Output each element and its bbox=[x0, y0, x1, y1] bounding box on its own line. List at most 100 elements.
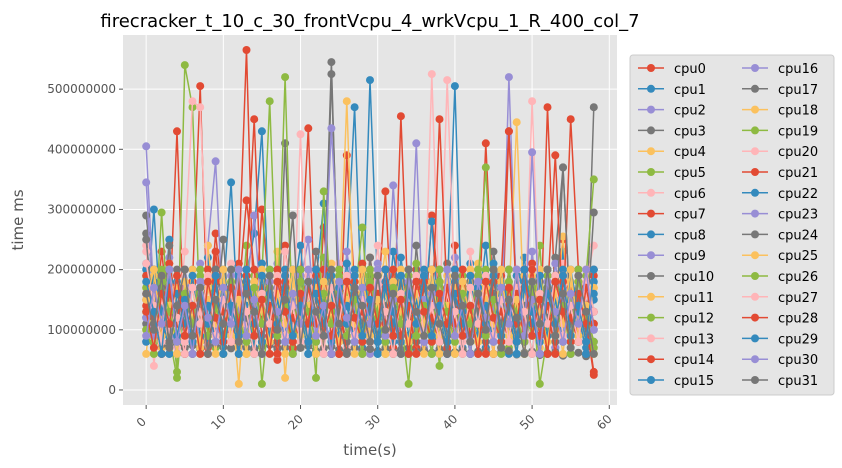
legend-entry-cpu10: cpu10 bbox=[638, 270, 714, 285]
legend-label: cpu17 bbox=[778, 83, 818, 98]
data-point bbox=[520, 265, 529, 274]
legend-entry-cpu8: cpu8 bbox=[638, 228, 706, 243]
data-point bbox=[203, 313, 212, 322]
legend-label: cpu23 bbox=[778, 208, 818, 223]
legend-entry-cpu15: cpu15 bbox=[638, 374, 714, 389]
data-point bbox=[373, 349, 382, 358]
data-point bbox=[427, 337, 436, 346]
legend-box bbox=[629, 54, 835, 396]
data-point bbox=[427, 217, 436, 226]
data-point bbox=[257, 349, 266, 358]
legend-marker bbox=[647, 334, 655, 343]
data-point bbox=[512, 265, 521, 274]
legend-label: cpu12 bbox=[674, 312, 714, 327]
data-point bbox=[381, 337, 390, 346]
data-point bbox=[443, 349, 452, 358]
data-point bbox=[319, 187, 328, 196]
data-point bbox=[551, 151, 560, 160]
data-point bbox=[420, 307, 428, 316]
data-point bbox=[288, 349, 297, 358]
data-point bbox=[420, 331, 428, 340]
data-point bbox=[211, 247, 220, 256]
x-tick-label: 0 bbox=[134, 415, 149, 430]
data-point bbox=[312, 373, 320, 382]
legend-label: cpu6 bbox=[674, 187, 706, 202]
legend-label: cpu16 bbox=[778, 62, 818, 77]
legend-entry-cpu18: cpu18 bbox=[742, 104, 818, 119]
data-point bbox=[157, 208, 166, 217]
data-point bbox=[296, 277, 305, 286]
data-point bbox=[203, 241, 212, 250]
data-point bbox=[528, 259, 537, 268]
data-point bbox=[327, 124, 336, 133]
data-point bbox=[381, 325, 390, 334]
data-point bbox=[566, 343, 575, 352]
data-point bbox=[142, 235, 151, 244]
data-point bbox=[296, 241, 305, 250]
data-point bbox=[396, 289, 405, 298]
data-point bbox=[420, 337, 428, 346]
x-tick-label: 10 bbox=[208, 412, 229, 433]
data-point bbox=[358, 259, 367, 268]
data-point bbox=[327, 349, 336, 358]
data-point bbox=[250, 349, 259, 358]
data-point bbox=[589, 265, 598, 274]
legend-label: cpu18 bbox=[778, 104, 818, 119]
data-point bbox=[504, 295, 513, 304]
data-point bbox=[304, 349, 313, 358]
data-point bbox=[497, 343, 506, 352]
data-point bbox=[327, 259, 336, 268]
data-point bbox=[211, 337, 220, 346]
data-point bbox=[250, 331, 259, 340]
data-point bbox=[304, 265, 313, 274]
data-point bbox=[466, 271, 475, 280]
legend-entry-cpu25: cpu25 bbox=[742, 249, 818, 264]
data-point bbox=[489, 337, 498, 346]
data-point bbox=[288, 211, 297, 220]
data-point bbox=[450, 82, 459, 91]
data-point bbox=[559, 265, 567, 274]
data-point bbox=[149, 343, 158, 352]
data-point bbox=[188, 331, 197, 340]
data-point bbox=[504, 283, 513, 292]
data-point bbox=[559, 271, 567, 280]
y-tick-label: 100000000 bbox=[47, 323, 116, 337]
data-point bbox=[466, 265, 475, 274]
legend-marker bbox=[751, 126, 759, 135]
data-point bbox=[288, 265, 297, 274]
data-point bbox=[458, 265, 467, 274]
data-point bbox=[566, 265, 575, 274]
data-point bbox=[234, 265, 243, 274]
data-point bbox=[412, 349, 421, 358]
data-point bbox=[173, 301, 181, 310]
legend-label: cpu0 bbox=[674, 62, 706, 77]
chart-title: firecracker_t_10_c_30_frontVcpu_4_wrkVcp… bbox=[100, 11, 639, 32]
data-point bbox=[149, 205, 158, 214]
legend-marker bbox=[751, 376, 759, 384]
data-point bbox=[319, 277, 328, 286]
data-point bbox=[211, 271, 220, 280]
data-point bbox=[543, 265, 552, 274]
data-point bbox=[203, 349, 212, 358]
data-point bbox=[304, 235, 313, 244]
legend-marker bbox=[751, 272, 759, 280]
data-point bbox=[227, 178, 236, 187]
data-point bbox=[196, 319, 205, 328]
data-point bbox=[366, 337, 374, 346]
data-point bbox=[366, 265, 374, 274]
data-point bbox=[335, 277, 344, 286]
data-point bbox=[435, 265, 444, 274]
data-point bbox=[559, 163, 567, 172]
legend-marker bbox=[647, 84, 655, 93]
data-point bbox=[257, 127, 266, 136]
data-point bbox=[312, 307, 320, 316]
data-point bbox=[504, 337, 513, 346]
data-point bbox=[242, 265, 251, 274]
series-cpu30 bbox=[142, 265, 598, 358]
data-point bbox=[551, 259, 560, 268]
data-point bbox=[312, 337, 320, 346]
legend-marker bbox=[751, 334, 759, 343]
data-point bbox=[350, 313, 359, 322]
data-point bbox=[242, 331, 251, 340]
data-point bbox=[157, 319, 166, 328]
